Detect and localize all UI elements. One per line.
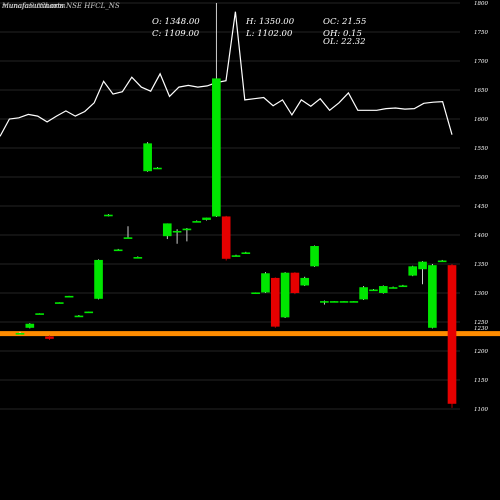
candle-body (221, 216, 231, 259)
chart-title: MunafaSutra.com (1, 2, 66, 10)
candle-body (35, 313, 44, 315)
y-tick-label: 1200 (474, 349, 488, 355)
close-value: C: 1109.00 (152, 29, 200, 39)
y-tick-label: 1500 (474, 175, 488, 181)
candle-body (251, 292, 260, 295)
y-tick-label: 1650 (474, 88, 488, 94)
low-value: L: 1102.00 (245, 29, 293, 39)
candle-body (162, 223, 172, 237)
candle-body (270, 277, 280, 327)
candle-body (172, 230, 182, 233)
oh-value: OH: 0.15 (323, 29, 362, 39)
grid-lines (0, 2, 460, 410)
support-band (0, 331, 500, 337)
candle-body (45, 336, 54, 339)
candle-body (408, 266, 418, 276)
candle-body (280, 272, 290, 318)
y-tick-label: 1600 (474, 117, 488, 123)
candle-body (241, 252, 251, 254)
candle-body (320, 301, 329, 303)
support-line: 1230 (0, 326, 500, 337)
candle-body (54, 302, 64, 304)
candle-body (153, 167, 162, 170)
candle-body (261, 273, 270, 293)
candle-body (428, 265, 437, 328)
candle-body (388, 287, 398, 289)
candle-body (369, 289, 378, 292)
candle-body (25, 323, 35, 328)
y-tick-label: 1450 (474, 204, 488, 210)
y-tick-label: 1150 (474, 378, 488, 384)
candle-body (290, 272, 300, 293)
candle-body (300, 277, 310, 286)
candle-body (310, 246, 319, 267)
y-tick-label: 1800 (474, 1, 488, 7)
candle-body (123, 237, 133, 239)
candle-body (447, 265, 457, 404)
y-tick-label: 1400 (474, 233, 488, 239)
candle-body (64, 295, 74, 298)
candle-body (378, 286, 388, 293)
y-tick-label: 1750 (474, 30, 488, 36)
candles (15, 3, 457, 408)
price-polyline (0, 11, 453, 137)
candle-body (84, 311, 94, 314)
candle-body (437, 260, 447, 263)
y-axis-labels: 1800 1750 1700 1650 1600 1550 1500 1450 1400 1350… (474, 1, 488, 413)
candle-body (143, 143, 152, 172)
ol-value: OL: 22.32 (323, 37, 366, 47)
current-price-label: 1230 (474, 326, 488, 332)
candle-body (202, 217, 211, 220)
candle-body (329, 301, 339, 303)
y-tick-label: 1350 (474, 262, 488, 268)
high-value: H: 1350.00 (245, 17, 295, 27)
candle-body (133, 257, 143, 259)
candle-body (349, 301, 359, 303)
open-value: O: 1348.00 (152, 17, 200, 27)
candle-body (359, 287, 368, 300)
watermark: munafasutra.com (2, 2, 64, 10)
y-tick-label: 1100 (474, 407, 488, 413)
y-tick-label: 1250 (474, 320, 488, 326)
candle-body (74, 315, 84, 318)
y-tick-label: 1300 (474, 291, 488, 297)
candle-body (192, 221, 202, 223)
oc-value: OC: 21.55 (323, 17, 366, 27)
candle-body (182, 228, 192, 231)
candle-body (231, 255, 241, 257)
candle-body (398, 285, 408, 288)
candle-body (104, 214, 113, 217)
candle-body (94, 259, 103, 299)
chart-subtitle: Charts NSE HFCL_NS (40, 2, 120, 10)
candle-body (418, 261, 427, 270)
candle-body (339, 301, 349, 303)
price-line (0, 11, 453, 137)
y-tick-label: 1550 (474, 146, 488, 152)
candle-body (212, 78, 221, 217)
candle-body (113, 249, 123, 252)
candle-body (15, 333, 25, 335)
y-tick-label: 1700 (474, 59, 488, 65)
